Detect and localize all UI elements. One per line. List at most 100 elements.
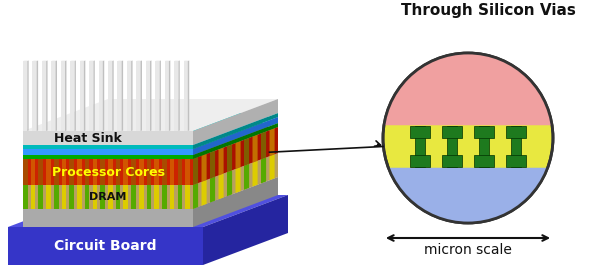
Polygon shape [253,161,258,187]
Polygon shape [23,61,28,131]
Polygon shape [131,60,133,131]
Polygon shape [139,159,144,185]
Polygon shape [89,60,95,61]
Polygon shape [193,183,198,209]
Polygon shape [193,177,278,227]
Polygon shape [23,123,278,155]
Polygon shape [442,155,462,167]
Polygon shape [92,185,97,209]
Polygon shape [23,113,278,145]
Polygon shape [127,60,133,61]
Polygon shape [94,60,95,131]
Polygon shape [177,185,182,209]
Polygon shape [193,157,198,185]
Polygon shape [147,185,151,209]
Polygon shape [227,170,232,196]
Polygon shape [89,61,94,131]
Polygon shape [23,153,278,185]
Polygon shape [118,60,123,61]
Polygon shape [193,99,278,145]
Polygon shape [108,185,113,209]
Polygon shape [511,126,521,167]
Polygon shape [124,185,128,209]
Text: DRAM: DRAM [89,192,127,202]
Polygon shape [415,126,425,167]
Polygon shape [253,135,258,163]
Polygon shape [100,159,105,185]
Polygon shape [108,61,112,131]
Polygon shape [92,159,97,185]
Polygon shape [141,60,142,131]
Polygon shape [46,159,51,185]
Polygon shape [203,195,288,265]
Polygon shape [61,60,67,61]
Polygon shape [103,60,104,131]
Polygon shape [23,60,29,61]
Polygon shape [77,159,82,185]
Polygon shape [99,60,104,61]
Polygon shape [77,185,82,209]
Polygon shape [124,159,128,185]
Polygon shape [54,159,59,185]
Polygon shape [80,61,84,131]
Polygon shape [479,126,489,167]
Polygon shape [28,60,29,131]
Polygon shape [155,60,161,61]
Polygon shape [177,159,182,185]
Polygon shape [23,127,278,159]
Polygon shape [227,144,232,172]
Polygon shape [23,131,193,145]
Polygon shape [131,185,136,209]
Polygon shape [23,99,278,131]
Polygon shape [23,177,278,209]
Polygon shape [193,113,278,149]
Polygon shape [69,159,74,185]
Polygon shape [116,185,121,209]
Polygon shape [31,159,35,185]
Polygon shape [193,117,278,155]
Polygon shape [46,185,51,209]
Polygon shape [75,60,76,131]
Polygon shape [165,61,169,131]
Polygon shape [261,158,266,183]
Polygon shape [56,60,57,131]
Polygon shape [32,61,37,131]
Polygon shape [383,53,553,138]
Polygon shape [23,117,278,149]
Polygon shape [42,60,48,61]
Polygon shape [269,154,275,180]
Polygon shape [62,185,66,209]
Polygon shape [23,145,193,149]
Polygon shape [127,61,131,131]
Polygon shape [108,60,114,61]
Polygon shape [193,127,278,185]
Polygon shape [116,159,121,185]
Polygon shape [23,159,28,185]
Polygon shape [201,154,207,182]
Polygon shape [201,180,207,206]
Polygon shape [54,185,59,209]
Text: Processor Cores: Processor Cores [51,165,165,179]
Text: Heat Sink: Heat Sink [54,132,122,144]
Polygon shape [23,149,193,155]
Text: Circuit Board: Circuit Board [54,239,157,253]
Polygon shape [236,167,241,193]
Polygon shape [162,185,166,209]
Polygon shape [39,185,43,209]
Polygon shape [244,138,249,166]
Polygon shape [174,61,178,131]
Polygon shape [160,60,161,131]
Polygon shape [51,61,56,131]
Polygon shape [147,159,151,185]
Polygon shape [210,151,215,179]
Polygon shape [112,60,114,131]
Polygon shape [442,126,462,138]
Polygon shape [506,126,526,138]
Polygon shape [118,61,122,131]
Polygon shape [146,61,150,131]
Polygon shape [474,126,494,138]
Polygon shape [218,147,223,175]
Polygon shape [178,60,180,131]
Polygon shape [69,185,74,209]
Polygon shape [185,159,190,185]
